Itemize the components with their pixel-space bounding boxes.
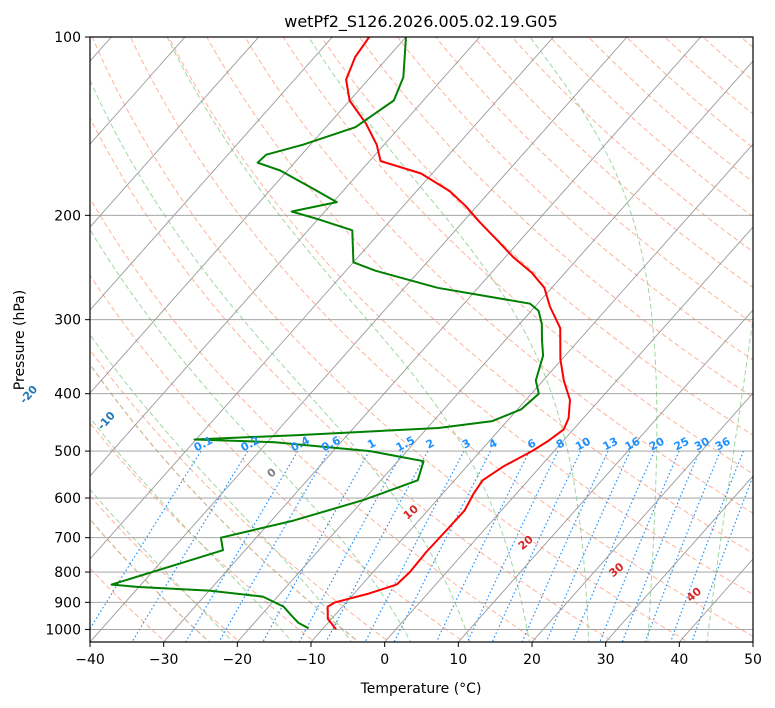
isotherm-line	[90, 37, 481, 477]
dry-adiabat-line	[244, 37, 753, 514]
mixing-ratio-label: 20	[647, 435, 667, 454]
mixing-ratio-label: 36	[713, 435, 733, 454]
mixing-ratio-line	[185, 450, 299, 642]
dewpoint-line	[110, 37, 545, 630]
x-tick-label: 50	[744, 652, 762, 668]
mixing-ratio-line	[90, 450, 202, 630]
y-tick-label: 100	[54, 30, 81, 46]
dry-adiabat-line	[320, 37, 753, 436]
x-tick-label: 0	[380, 652, 389, 668]
x-axis: −40 −30 −20 −10 0 10 20 30 40 50	[75, 642, 762, 668]
isotherm-line	[90, 37, 333, 311]
dry-adiabat-line	[206, 37, 753, 554]
mixing-ratio-label: 16	[623, 435, 643, 454]
isotherm-line	[90, 37, 260, 228]
temperature-line	[326, 37, 571, 631]
sounding-profiles	[110, 37, 571, 631]
x-tick-label: 40	[670, 652, 688, 668]
x-axis-label: Temperature (°C)	[360, 681, 482, 697]
isotherm-line	[457, 309, 753, 642]
mixing-ratio-line	[393, 450, 492, 642]
plot-frame	[89, 36, 754, 643]
y-tick-label: 700	[54, 531, 81, 547]
isotherm-line	[163, 37, 702, 642]
x-tick-label: 10	[449, 652, 467, 668]
x-tick-label: −10	[296, 652, 326, 668]
x-tick-label: −20	[223, 652, 253, 668]
isotherm-line	[236, 60, 753, 642]
mixing-ratio-line	[572, 450, 655, 642]
isotherm-line	[90, 37, 554, 560]
mixing-ratio-line	[218, 450, 330, 642]
y-tick-label: 300	[54, 313, 81, 329]
y-tick-label: 900	[54, 595, 81, 611]
dry-adiabat-line	[90, 116, 615, 642]
mixing-ratio-line	[545, 450, 631, 642]
mixing-ratio-line	[491, 450, 582, 642]
x-tick-label: −40	[75, 652, 105, 668]
moist-adiabat-line	[90, 79, 471, 642]
dry-adiabat-line	[168, 37, 753, 596]
mixing-ratio-line	[364, 450, 465, 642]
y-tick-label: 400	[54, 387, 81, 403]
y-axis-label: Pressure (hPa)	[12, 290, 28, 390]
mixing-ratio-label: 13	[601, 435, 621, 454]
y-tick-label: 600	[54, 491, 81, 507]
y-tick-label: 800	[54, 565, 81, 581]
x-tick-label: 30	[597, 652, 615, 668]
isotherm-line	[605, 475, 753, 642]
isotherm-line	[531, 392, 753, 642]
mixing-ratio-label: 25	[672, 435, 692, 454]
mixing-ratio-line	[599, 450, 680, 642]
isotherm-line	[90, 37, 186, 145]
isotherm-line	[310, 143, 753, 642]
mixing-ratio-line	[435, 450, 530, 642]
chart-title: wetPf2_S126.2026.005.02.19.G05	[284, 12, 558, 32]
background-lines	[90, 37, 753, 642]
mixing-ratio-line	[298, 450, 404, 642]
x-tick-label: −30	[149, 652, 179, 668]
isotherm-line	[90, 37, 628, 642]
y-tick-label: 1000	[45, 622, 81, 638]
mixing-ratio-line	[521, 450, 609, 642]
mixing-ratio-line	[691, 474, 753, 642]
dry-adiabat-line	[473, 37, 753, 288]
y-axis: 100 200 300 400 500 600 700 800 900 1000	[45, 30, 90, 638]
dry-adiabat-line	[358, 37, 753, 398]
isotherm-line	[384, 226, 753, 642]
isotherm-line	[90, 37, 407, 394]
dry-adiabat-line	[435, 37, 753, 325]
mixing-ratio-line	[325, 450, 429, 642]
y-tick-label: 200	[54, 208, 81, 224]
mixing-ratio-label: 30	[692, 435, 712, 454]
x-tick-label: 20	[523, 652, 541, 668]
mixing-ratio-label: 10	[573, 435, 593, 454]
y-tick-label: 500	[54, 444, 81, 460]
mixing-ratio-line	[466, 450, 559, 642]
